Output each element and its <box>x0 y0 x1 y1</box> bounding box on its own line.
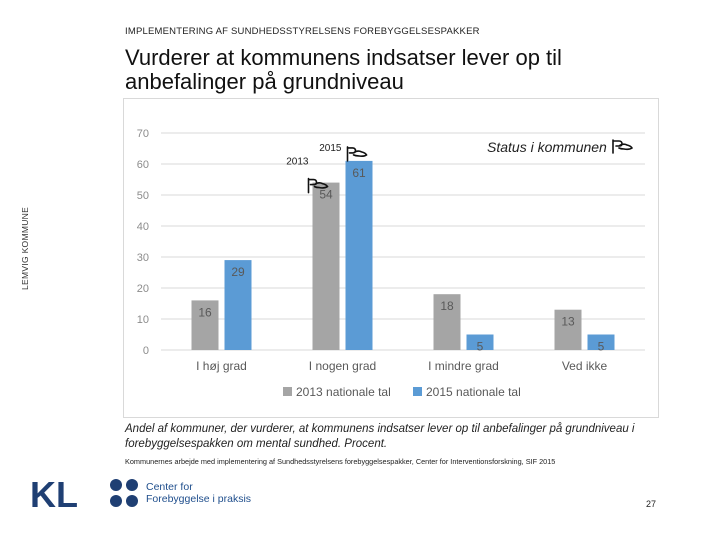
x-category-label: Ved ikke <box>562 359 608 373</box>
legend-label: 2015 nationale tal <box>426 385 521 399</box>
side-label: LEMVIG KOMMUNE <box>20 206 30 290</box>
source-note: Kommunernes arbejde med implementering a… <box>125 457 556 466</box>
y-tick-label: 50 <box>137 190 149 202</box>
y-tick-label: 70 <box>137 128 149 140</box>
y-tick-label: 20 <box>137 283 149 295</box>
x-category-label: I nogen grad <box>309 359 376 373</box>
y-tick-label: 60 <box>137 159 149 171</box>
annotation-label: 2013 <box>286 157 309 168</box>
bar-value-label: 61 <box>352 166 366 180</box>
bar <box>224 260 252 350</box>
x-category-label: I mindre grad <box>428 359 499 373</box>
bar-value-label: 13 <box>561 315 575 329</box>
hand-pointer-icon <box>346 146 368 162</box>
bar <box>191 300 219 350</box>
y-tick-label: 30 <box>137 252 149 264</box>
y-tick-label: 10 <box>137 314 149 326</box>
bar <box>312 182 340 350</box>
bar <box>587 334 615 350</box>
chart-caption: Andel af kommuner, der vurderer, at komm… <box>125 423 635 450</box>
chart-frame <box>123 98 659 418</box>
bar <box>554 309 582 350</box>
cfp-line1: Center for <box>146 481 193 493</box>
bar-value-label: 5 <box>477 340 484 354</box>
legend-swatch <box>413 387 422 396</box>
bar-chart: 0 10 20 30 40 50 60 70 16 29 I høj grad 54 61 I nogen… <box>137 128 645 399</box>
status-label: Status i kommunen <box>487 138 633 155</box>
y-tick-label: 0 <box>143 345 149 357</box>
bar-value-label: 16 <box>198 305 212 319</box>
bar-value-label: 5 <box>598 340 605 354</box>
bar <box>466 334 494 350</box>
legend-label: 2013 nationale tal <box>296 385 391 399</box>
status-label-text: Status i kommunen <box>487 139 607 155</box>
bar-value-label: 18 <box>440 299 454 313</box>
page-title: Vurderer at kommunens indsatser lever op… <box>125 45 562 94</box>
y-tick-label: 40 <box>137 221 149 233</box>
header-label: IMPLEMENTERING AF SUNDHEDSSTYRELSENS FOR… <box>125 26 480 37</box>
cfp-logo-icon <box>110 479 138 507</box>
legend-swatch <box>283 387 292 396</box>
x-category-label: I høj grad <box>196 359 247 373</box>
hand-pointer-icon <box>611 139 633 154</box>
kl-logo: KL <box>30 476 78 512</box>
kl-logo-text: KL <box>30 476 78 512</box>
bar-value-label: 29 <box>231 265 245 279</box>
bar-value-label: 54 <box>319 188 333 202</box>
cfp-logo-text: Center for Forebyggelse i praksis <box>146 481 251 505</box>
bar <box>345 160 373 350</box>
hand-pointer-icon <box>307 177 329 194</box>
cfp-line2: Forebyggelse i praksis <box>146 493 252 505</box>
bar <box>433 294 461 350</box>
page-number: 27 <box>646 499 657 509</box>
annotation-label: 2015 <box>319 143 342 154</box>
